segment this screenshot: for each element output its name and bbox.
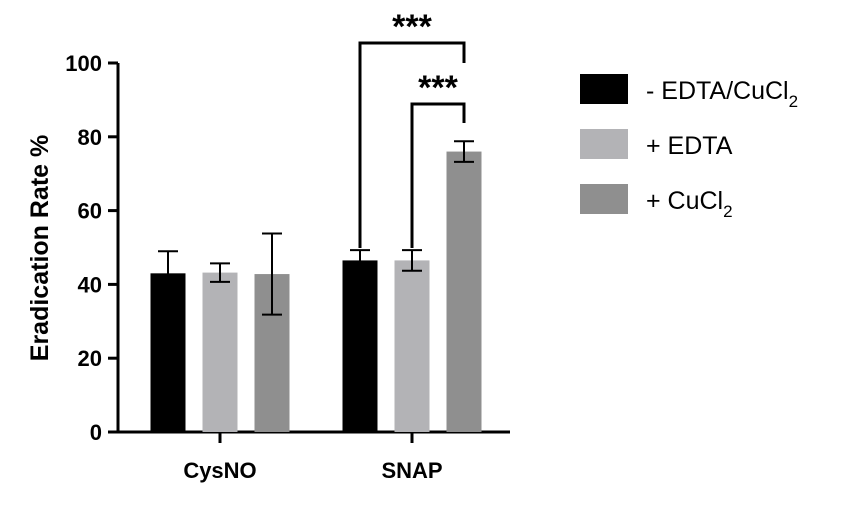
significance-bracket — [410, 102, 466, 248]
legend-swatch — [580, 129, 628, 159]
legend: - EDTA/CuCl2+ EDTA+ CuCl2 — [580, 74, 798, 221]
y-tick-label: 20 — [78, 346, 102, 371]
y-tick-label: 80 — [78, 125, 102, 150]
significance-label: *** — [392, 8, 432, 46]
y-tick-label: 60 — [78, 199, 102, 224]
y-axis-label: Eradication Rate % — [26, 135, 54, 361]
legend-label-subscript: 2 — [723, 202, 732, 221]
legend-label-subscript: 2 — [789, 92, 798, 111]
legend-label-text: - EDTA/CuCl — [646, 77, 789, 105]
significance-brackets: *** *** — [358, 8, 466, 248]
bars — [150, 140, 482, 432]
category-label: CysNO — [183, 458, 256, 483]
significance-bracket — [358, 41, 466, 248]
legend-label: + CuCl2 — [646, 187, 733, 221]
legend-swatch — [580, 184, 628, 214]
y-tick-label: 40 — [78, 272, 102, 297]
axes: 0 20 40 60 80 100 CysNO SNAP — [65, 51, 510, 483]
legend-label-text: + EDTA — [646, 132, 733, 160]
bar — [342, 260, 378, 432]
significance-label: *** — [418, 69, 458, 107]
legend-label: - EDTA/CuCl2 — [646, 77, 798, 111]
bar — [150, 273, 186, 432]
y-tick-label: 100 — [65, 51, 102, 76]
bar — [202, 272, 238, 432]
legend-label: + EDTA — [646, 132, 733, 160]
bar — [446, 151, 482, 432]
legend-swatch — [580, 74, 628, 104]
y-tick-label: 0 — [90, 420, 102, 445]
legend-label-text: + CuCl — [646, 187, 723, 215]
bar — [394, 260, 430, 432]
category-label: SNAP — [381, 458, 442, 483]
